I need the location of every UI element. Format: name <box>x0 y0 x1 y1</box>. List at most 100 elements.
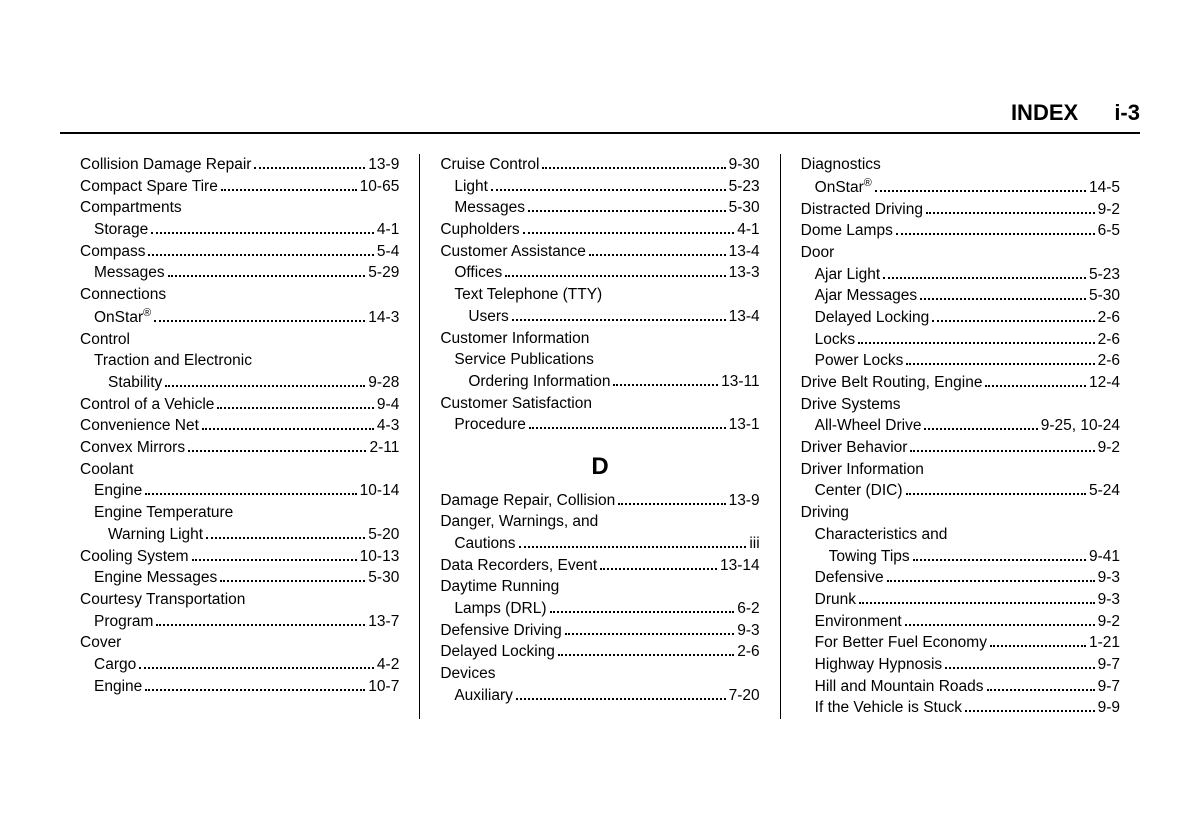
index-entry-page: 10-7 <box>368 676 399 698</box>
index-entry-label: All-Wheel Drive <box>815 415 922 437</box>
index-entry: Warning Light5-20 <box>80 524 399 546</box>
leader-dots <box>139 667 374 669</box>
index-entry-page: 14-3 <box>368 307 399 329</box>
index-entry-label: Highway Hypnosis <box>815 654 943 676</box>
index-entry-label: Messages <box>94 262 165 284</box>
index-entry: Compact Spare Tire10-65 <box>80 176 399 198</box>
index-entry-label: Messages <box>454 197 525 219</box>
index-entry-label: Auxiliary <box>454 685 513 707</box>
index-entry-label: Customer Satisfaction <box>440 393 592 415</box>
index-entry: Engine Messages5-30 <box>80 567 399 589</box>
index-entry-label: Defensive <box>815 567 884 589</box>
index-entry: Control of a Vehicle 9-4 <box>80 394 399 416</box>
index-entry-page: 13-3 <box>729 262 760 284</box>
section-letter: D <box>440 450 759 484</box>
index-entry-label: Compartments <box>80 197 182 219</box>
index-entry: Cargo4-2 <box>80 654 399 676</box>
index-entry-page: 14-5 <box>1089 177 1120 199</box>
index-entry-page: 1-21 <box>1089 632 1120 654</box>
index-entry: Auxiliary 7-20 <box>440 685 759 707</box>
index-entry-label: Users <box>468 306 508 328</box>
leader-dots <box>896 233 1095 235</box>
index-entry-page: 9-2 <box>1098 437 1120 459</box>
index-entry-page: 5-20 <box>368 524 399 546</box>
index-entry-label: Cupholders <box>440 219 519 241</box>
index-entry: Engine Temperature <box>80 502 399 524</box>
index-entry: Compartments <box>80 197 399 219</box>
index-entry: Engine10-14 <box>80 480 399 502</box>
index-entry: Danger, Warnings, and <box>440 511 759 533</box>
leader-dots <box>910 450 1094 452</box>
index-entry-page: 9-4 <box>377 394 399 416</box>
index-entry-page: 9-2 <box>1098 199 1120 221</box>
index-entry-label: Distracted Driving <box>801 199 923 221</box>
index-columns: Collision Damage Repair13-9Compact Spare… <box>60 154 1140 719</box>
index-entry: Power Locks 2-6 <box>801 350 1120 372</box>
index-entry-label: Control of a Vehicle <box>80 394 214 416</box>
index-entry-label: Driver Information <box>801 459 924 481</box>
index-entry-label: Data Recorders, Event <box>440 555 597 577</box>
index-entry-label: Daytime Running <box>440 576 559 598</box>
leader-dots <box>924 428 1037 430</box>
index-entry-label: Danger, Warnings, and <box>440 511 598 533</box>
leader-dots <box>168 275 366 277</box>
leader-dots <box>519 546 747 548</box>
index-entry-label: Drive Systems <box>801 394 901 416</box>
index-entry: If the Vehicle is Stuck9-9 <box>801 697 1120 719</box>
index-entry: Environment9-2 <box>801 611 1120 633</box>
index-entry-label: Customer Assistance <box>440 241 586 263</box>
index-entry-label: Dome Lamps <box>801 220 893 242</box>
leader-dots <box>558 654 734 656</box>
index-entry-label: Lamps (DRL) <box>454 598 546 620</box>
index-entry-label: Cautions <box>454 533 515 555</box>
index-entry-label: Driver Behavior <box>801 437 908 459</box>
leader-dots <box>156 624 365 626</box>
index-entry-page: 13-9 <box>729 490 760 512</box>
index-entry: Data Recorders, Event13-14 <box>440 555 759 577</box>
index-entry-label: Delayed Locking <box>815 307 930 329</box>
index-entry-label: Procedure <box>454 414 526 436</box>
index-entry: Hill and Mountain Roads9-7 <box>801 676 1120 698</box>
index-entry-label: OnStar® <box>815 176 872 199</box>
index-entry: Defensive Driving9-3 <box>440 620 759 642</box>
index-entry-page: 7-20 <box>729 685 760 707</box>
index-entry-page: 9-30 <box>729 154 760 176</box>
index-entry: Locks2-6 <box>801 329 1120 351</box>
index-entry-label: Text Telephone (TTY) <box>454 284 602 306</box>
index-entry-page: 2-6 <box>1098 350 1120 372</box>
index-entry-page: 6-2 <box>737 598 759 620</box>
index-entry-label: Coolant <box>80 459 133 481</box>
index-entry: Convenience Net4-3 <box>80 415 399 437</box>
index-entry-label: Convenience Net <box>80 415 199 437</box>
index-entry-label: Compass <box>80 241 145 263</box>
index-entry: Messages5-30 <box>440 197 759 219</box>
index-entry: For Better Fuel Economy1-21 <box>801 632 1120 654</box>
leader-dots <box>217 407 374 409</box>
leader-dots <box>505 275 725 277</box>
index-entry: Delayed Locking2-6 <box>801 307 1120 329</box>
header-page-number: i-3 <box>1114 100 1140 125</box>
index-entry-page: 13-9 <box>368 154 399 176</box>
index-entry-page: 5-30 <box>368 567 399 589</box>
index-entry-page: 9-9 <box>1098 697 1120 719</box>
leader-dots <box>202 428 374 430</box>
index-entry: Delayed Locking2-6 <box>440 641 759 663</box>
index-entry-page: 9-28 <box>368 372 399 394</box>
index-entry-label: Hill and Mountain Roads <box>815 676 984 698</box>
leader-dots <box>148 254 373 256</box>
index-entry-label: Cruise Control <box>440 154 539 176</box>
index-entry-page: 4-2 <box>377 654 399 676</box>
index-entry: Connections <box>80 284 399 306</box>
index-entry-label: Power Locks <box>815 350 904 372</box>
index-entry-page: 10-65 <box>360 176 400 198</box>
index-entry-page: 10-13 <box>360 546 400 568</box>
index-column-3: DiagnosticsOnStar®14-5Distracted Driving… <box>780 154 1140 719</box>
index-entry: Ordering Information13-11 <box>440 371 759 393</box>
leader-dots <box>145 493 356 495</box>
index-entry-label: Defensive Driving <box>440 620 561 642</box>
index-entry-label: Connections <box>80 284 166 306</box>
index-entry-page: 13-7 <box>368 611 399 633</box>
index-entry-page: 13-11 <box>721 371 760 393</box>
index-entry-page: 9-2 <box>1098 611 1120 633</box>
leader-dots <box>858 342 1094 344</box>
